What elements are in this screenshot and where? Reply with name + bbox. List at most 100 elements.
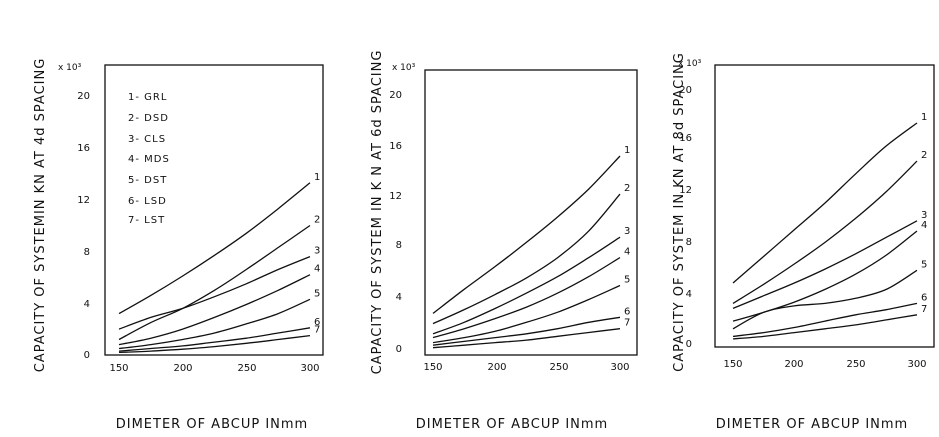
chart-4d-spacing: CAPACITY OF SYSTEMIN KN AT 4d SPACING DI… xyxy=(33,58,324,432)
x-tick-label: 300 xyxy=(610,362,629,373)
series-label-2: 2 xyxy=(624,183,630,194)
x-tick-label: 200 xyxy=(173,363,192,374)
y-tick-label: 16 xyxy=(679,133,692,144)
y-tick-label: 12 xyxy=(77,195,90,206)
series-line-5 xyxy=(432,284,621,344)
series-label-1: 1 xyxy=(314,172,320,183)
series-label-5: 5 xyxy=(624,275,630,286)
series-label-4: 4 xyxy=(624,247,630,258)
series-label-2: 2 xyxy=(314,215,320,226)
y-multiplier: x 10³ xyxy=(58,63,82,73)
y-tick-label: 4 xyxy=(396,292,402,303)
y-tick-label: 20 xyxy=(389,90,402,101)
series-lines: 1 2 3 4 5 67 xyxy=(118,172,320,354)
y-tick-label: 8 xyxy=(686,237,692,248)
plot-frame xyxy=(714,64,935,348)
legend-entry: 1- GRL xyxy=(128,92,167,103)
y-axis-label: CAPACITY OF SYSTEMIN KN AT 4d SPACING xyxy=(33,58,48,373)
series-label-6: 6 xyxy=(921,292,927,303)
x-tick-label: 250 xyxy=(846,359,865,370)
x-tick-label: 250 xyxy=(549,362,568,373)
plot-frame xyxy=(104,64,324,356)
series-label-3: 3 xyxy=(624,226,630,237)
legend-entry: 7- LST xyxy=(128,215,165,226)
series-label-1: 1 xyxy=(921,112,927,123)
legend-entry: 4- MDS xyxy=(128,154,170,165)
y-tick-labels: 0 4 8 12 16 20 xyxy=(77,91,90,361)
series-label-5: 5 xyxy=(314,288,320,299)
x-tick-label: 250 xyxy=(237,363,256,374)
legend-entry: 6- LSD xyxy=(128,196,167,207)
y-tick-label: 0 xyxy=(84,350,90,361)
x-tick-label: 150 xyxy=(723,359,742,370)
x-tick-label: 200 xyxy=(784,359,803,370)
series-line-2 xyxy=(432,193,621,325)
y-tick-label: 16 xyxy=(77,143,90,154)
x-tick-label: 300 xyxy=(300,363,319,374)
y-tick-labels: 0 4 8 12 16 20 xyxy=(679,85,692,350)
series-line-7 xyxy=(732,314,918,340)
series-line-3 xyxy=(432,236,621,335)
legend-entry: 5- DST xyxy=(128,175,167,186)
x-tick-labels: 150 200 250 300 xyxy=(423,362,629,373)
series-label-4: 4 xyxy=(314,264,320,275)
y-axis-label: CAPACITY OF SYSTEM IN KN AT 8d SPACING xyxy=(672,52,687,372)
x-axis-label: DIMETER OF ABCUP INmm xyxy=(716,417,908,432)
x-tick-label: 150 xyxy=(423,362,442,373)
series-line-2 xyxy=(732,160,918,304)
series-label-6: 6 xyxy=(314,317,320,328)
series-label-2: 2 xyxy=(921,150,927,161)
series-line-5 xyxy=(732,269,918,330)
y-tick-label: 20 xyxy=(77,91,90,102)
y-tick-labels: 0 4 8 12 16 20 xyxy=(389,90,402,355)
series-label-7: 7 xyxy=(624,318,630,329)
series-line-3 xyxy=(732,220,918,310)
series-line-4 xyxy=(118,274,311,346)
y-tick-label: 20 xyxy=(679,85,692,96)
y-tick-label: 12 xyxy=(679,185,692,196)
series-label-7: 7 xyxy=(921,304,927,315)
plot-frame xyxy=(424,69,638,356)
y-tick-label: 0 xyxy=(396,344,402,355)
chart-6d-spacing: CAPACITY OF SYSTEM IN K N AT 6d SPACING … xyxy=(370,50,638,432)
x-tick-labels: 150 200 250 300 xyxy=(109,363,319,374)
series-line-6 xyxy=(432,316,621,346)
series-line-1 xyxy=(732,122,918,284)
y-tick-label: 12 xyxy=(389,191,402,202)
y-multiplier: x 10³ xyxy=(392,63,416,73)
x-tick-labels: 150 200 250 300 xyxy=(723,359,926,370)
y-multiplier: x 10³ xyxy=(678,59,702,69)
legend-entry: 3- CLS xyxy=(128,134,166,145)
series-line-3 xyxy=(118,255,311,330)
series-line-6 xyxy=(118,327,311,352)
y-tick-label: 8 xyxy=(84,247,90,258)
x-tick-label: 200 xyxy=(487,362,506,373)
series-line-2 xyxy=(118,224,311,341)
series-line-1 xyxy=(432,155,621,314)
x-tick-label: 150 xyxy=(109,363,128,374)
y-tick-label: 4 xyxy=(84,299,90,310)
x-tick-label: 300 xyxy=(907,359,926,370)
y-tick-label: 4 xyxy=(686,289,692,300)
series-line-4 xyxy=(732,230,918,322)
y-tick-label: 8 xyxy=(396,240,402,251)
series-label-3: 3 xyxy=(921,210,927,221)
series-label-7: 7 xyxy=(314,325,320,336)
x-axis-label: DIMETER OF ABCUP INmm xyxy=(416,417,608,432)
series-line-5 xyxy=(118,298,311,350)
series-label-4: 4 xyxy=(921,220,927,231)
series-line-6 xyxy=(732,302,918,338)
legend-entry: 2- DSD xyxy=(128,113,169,124)
series-lines: 1 2 34 5 67 xyxy=(732,112,927,340)
legend: 1- GRL 2- DSD 3- CLS 4- MDS 5- DST 6- LS… xyxy=(128,92,170,226)
series-line-1 xyxy=(118,182,311,315)
y-tick-label: 0 xyxy=(686,339,692,350)
y-tick-label: 16 xyxy=(389,141,402,152)
chart-8d-spacing: CAPACITY OF SYSTEM IN KN AT 8d SPACING D… xyxy=(672,52,935,432)
x-axis-label: DIMETER OF ABCUP INmm xyxy=(116,417,308,432)
series-line-7 xyxy=(118,334,311,354)
series-label-3: 3 xyxy=(314,246,320,257)
series-label-5: 5 xyxy=(921,259,927,270)
